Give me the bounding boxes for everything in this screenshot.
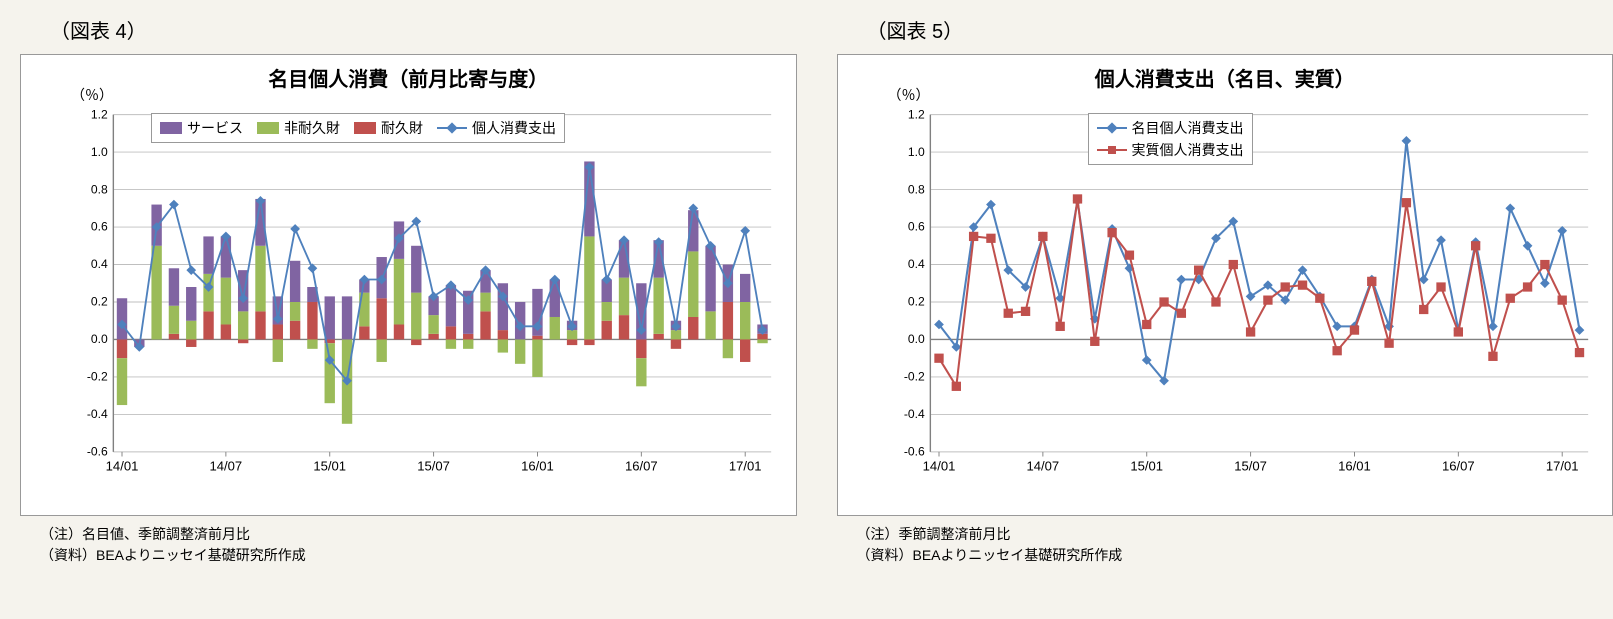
legend-item: サービス xyxy=(160,118,243,138)
chart5-y-unit: （％） xyxy=(888,85,930,105)
svg-text:15/07: 15/07 xyxy=(417,458,450,473)
svg-text:17/01: 17/01 xyxy=(729,458,762,473)
legend-item: 名目個人消費支出 xyxy=(1097,118,1244,138)
svg-text:-0.2: -0.2 xyxy=(87,370,108,384)
legend-item: 実質個人消費支出 xyxy=(1097,140,1244,160)
chart5-panel: （図表 5） 個人消費支出（名目、実質） （％） -0.6 -0.4 -0.2 0.0… xyxy=(827,10,1613,566)
svg-text:16/07: 16/07 xyxy=(1441,458,1474,473)
svg-text:0.6: 0.6 xyxy=(91,220,108,234)
chart4-legend: サービス非耐久財耐久財個人消費支出 xyxy=(151,113,565,143)
svg-text:15/01: 15/01 xyxy=(1130,458,1163,473)
svg-text:-0.6: -0.6 xyxy=(903,445,924,459)
chart4-note1: （注）名目値、季節調整済前月比 xyxy=(40,524,807,545)
chart4-box: 名目個人消費（前月比寄与度） （％） -0.6 -0.4 -0.2 0.0 0.2 0.4… xyxy=(20,54,797,516)
chart5-figure-label: （図表 5） xyxy=(867,15,1613,44)
svg-text:0.8: 0.8 xyxy=(91,182,108,196)
svg-text:1.0: 1.0 xyxy=(91,145,108,159)
chart5-box: 個人消費支出（名目、実質） （％） -0.6 -0.4 -0.2 0.0 0.2 0.4 0… xyxy=(837,54,1613,516)
svg-text:0.4: 0.4 xyxy=(907,257,924,271)
svg-text:-0.4: -0.4 xyxy=(87,407,108,421)
svg-text:15/01: 15/01 xyxy=(313,458,346,473)
charts-container: （図表 4） 名目個人消費（前月比寄与度） （％） -0.6 -0.4 -0.2 0.… xyxy=(10,10,1613,566)
chart5-legend: 名目個人消費支出実質個人消費支出 xyxy=(1088,113,1253,165)
chart4-y-unit: （％） xyxy=(71,85,113,105)
svg-text:14/01: 14/01 xyxy=(106,458,139,473)
chart4-svg: -0.6 -0.4 -0.2 0.0 0.2 0.4 0.6 0.8 1.0 1.2 14/01 14… xyxy=(76,110,781,475)
legend-item: 個人消費支出 xyxy=(437,118,556,138)
chart5-note2: （資料）BEAよりニッセイ基礎研究所作成 xyxy=(857,545,1613,566)
svg-text:17/01: 17/01 xyxy=(1545,458,1578,473)
chart4-notes: （注）名目値、季節調整済前月比 （資料）BEAよりニッセイ基礎研究所作成 xyxy=(40,524,807,566)
chart4-note2: （資料）BEAよりニッセイ基礎研究所作成 xyxy=(40,545,807,566)
svg-text:1.2: 1.2 xyxy=(907,110,924,121)
svg-text:14/07: 14/07 xyxy=(210,458,243,473)
svg-text:14/07: 14/07 xyxy=(1026,458,1059,473)
svg-text:0.0: 0.0 xyxy=(91,332,108,346)
svg-text:0.6: 0.6 xyxy=(907,220,924,234)
chart4-panel: （図表 4） 名目個人消費（前月比寄与度） （％） -0.6 -0.4 -0.2 0.… xyxy=(10,10,807,566)
svg-text:15/07: 15/07 xyxy=(1234,458,1267,473)
chart5-notes: （注）季節調整済前月比 （資料）BEAよりニッセイ基礎研究所作成 xyxy=(857,524,1613,566)
chart4-title: 名目個人消費（前月比寄与度） xyxy=(21,55,796,92)
svg-text:-0.6: -0.6 xyxy=(87,445,108,459)
svg-text:16/07: 16/07 xyxy=(625,458,658,473)
svg-text:1.0: 1.0 xyxy=(907,145,924,159)
svg-text:0.2: 0.2 xyxy=(91,295,108,309)
svg-text:14/01: 14/01 xyxy=(922,458,955,473)
chart4-plot: -0.6 -0.4 -0.2 0.0 0.2 0.4 0.6 0.8 1.0 1.2 14/01 14… xyxy=(76,110,781,475)
svg-text:16/01: 16/01 xyxy=(521,458,554,473)
chart4-figure-label: （図表 4） xyxy=(50,15,807,44)
svg-text:0.2: 0.2 xyxy=(907,295,924,309)
legend-item: 耐久財 xyxy=(354,118,423,138)
svg-text:1.2: 1.2 xyxy=(91,110,108,121)
svg-text:-0.4: -0.4 xyxy=(903,407,924,421)
svg-text:0.8: 0.8 xyxy=(907,182,924,196)
legend-item: 非耐久財 xyxy=(257,118,340,138)
svg-text:0.0: 0.0 xyxy=(907,332,924,346)
chart5-title: 個人消費支出（名目、実質） xyxy=(838,55,1613,92)
svg-text:0.4: 0.4 xyxy=(91,257,108,271)
svg-text:-0.2: -0.2 xyxy=(903,370,924,384)
svg-text:16/01: 16/01 xyxy=(1338,458,1371,473)
chart5-note1: （注）季節調整済前月比 xyxy=(857,524,1613,545)
